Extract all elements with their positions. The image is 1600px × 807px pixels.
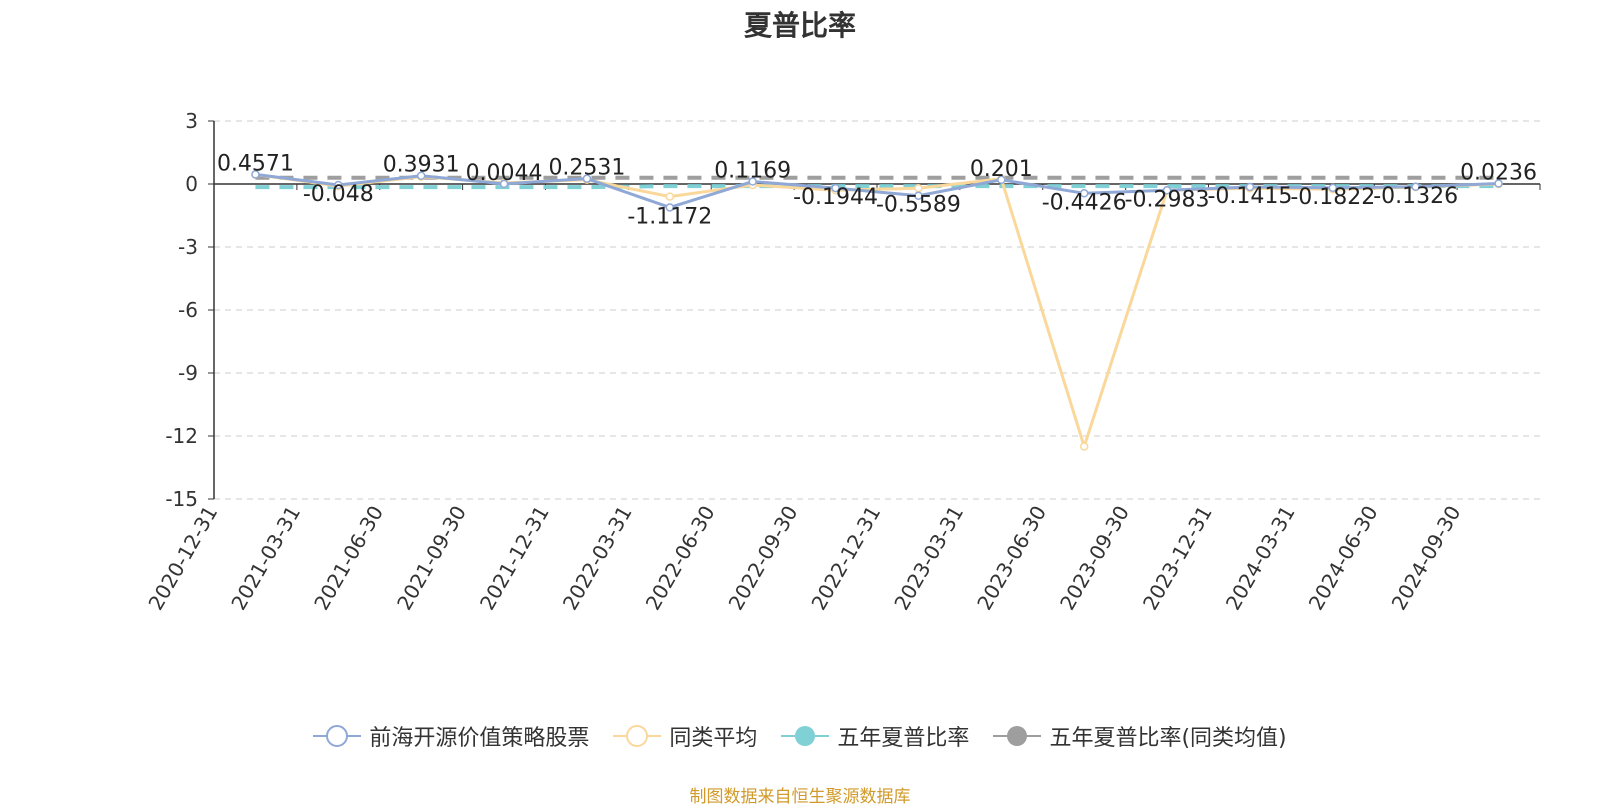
data-point (831, 183, 840, 193)
legend-line-open-circle-icon (313, 725, 362, 747)
data-point (1079, 442, 1089, 451)
data-point (1494, 179, 1503, 188)
data-label: 0.2531 (548, 156, 625, 181)
x-tick-label: 2023-03-31 (889, 502, 968, 615)
x-tick-label: 2023-06-30 (972, 502, 1051, 615)
y-tick-label: -3 (178, 235, 198, 259)
legend-label-avg: 同类平均 (669, 726, 758, 751)
x-tick-label: 2024-06-30 (1304, 502, 1383, 615)
data-label: -0.1944 (793, 185, 878, 210)
legend-label-fund: 前海开源价值策略股票 (369, 726, 590, 751)
legend-item-five-year[interactable]: 五年夏普比率 (781, 720, 969, 752)
data-label: -0.2983 (1125, 187, 1210, 212)
data-label: 0.3931 (383, 153, 460, 178)
x-tick-label: 2021-03-31 (226, 502, 305, 615)
series-line (255, 172, 1499, 210)
x-tick-label: 2021-06-30 (309, 502, 388, 615)
data-label: -1.1172 (627, 204, 712, 229)
legend-line-filled-circle-icon (781, 726, 830, 746)
data-point (1162, 186, 1172, 195)
data-label: -0.1415 (1207, 184, 1292, 209)
data-label: -0.048 (303, 182, 374, 207)
data-label: -0.1326 (1373, 184, 1458, 209)
data-point (251, 170, 260, 179)
x-tick-label: 2022-03-31 (558, 502, 637, 615)
data-point (334, 180, 343, 190)
y-tick-label: -12 (165, 424, 198, 448)
data-point (997, 175, 1006, 185)
data-label: -0.4426 (1042, 190, 1127, 215)
data-label: -0.5589 (876, 193, 961, 218)
data-point (665, 203, 675, 212)
x-tick-label: 2022-06-30 (641, 502, 720, 615)
data-point (416, 171, 426, 180)
legend-item-five-year-avg[interactable]: 五年夏普比率(同类均值) (993, 720, 1287, 752)
x-tick-label: 2024-09-30 (1387, 502, 1466, 615)
chart-title: 夏普比率 (743, 9, 856, 42)
data-point (1245, 182, 1255, 192)
x-tick-label: 2022-12-31 (806, 502, 885, 615)
data-label: -0.1822 (1290, 185, 1375, 210)
y-tick-label: 3 (185, 109, 198, 133)
legend-item-avg[interactable]: 同类平均 (613, 720, 757, 752)
legend-item-fund[interactable]: 前海开源价值策略股票 (313, 720, 589, 752)
x-tick-label: 2023-09-30 (1055, 502, 1134, 615)
data-point (748, 177, 757, 186)
data-label: 0.4571 (217, 151, 294, 176)
x-tick-label: 2021-12-31 (475, 502, 554, 615)
x-tick-label: 2024-03-31 (1221, 502, 1300, 615)
x-tick-label: 2020-12-31 (143, 502, 222, 615)
data-point (665, 192, 675, 201)
data-point (914, 191, 923, 200)
data-point (1079, 189, 1089, 198)
data-point (1328, 183, 1338, 193)
source-note: 制图数据来自恒生聚源数据库 (689, 787, 911, 807)
data-label: 0.0236 (1460, 161, 1537, 186)
x-tick-label: 2023-12-31 (1138, 502, 1217, 615)
data-point (582, 174, 592, 183)
x-tick-label: 2022-09-30 (724, 502, 803, 615)
chart-legend: 前海开源价值策略股票 同类平均 五年夏普比率 五年夏普比率(同类均值) (0, 720, 1600, 752)
y-tick-label: -15 (165, 487, 198, 511)
data-point (1411, 182, 1420, 192)
y-tick-label: -9 (178, 361, 198, 385)
x-tick-label: 2021-09-30 (392, 502, 471, 615)
legend-label-five-year-avg: 五年夏普比率(同类均值) (1049, 726, 1287, 751)
data-label: 0.0044 (466, 161, 543, 186)
legend-label-five-year: 五年夏普比率 (837, 726, 970, 751)
y-tick-label: -6 (178, 298, 198, 322)
legend-line-open-circle-icon (613, 725, 662, 747)
data-label: 0.1169 (714, 159, 791, 184)
data-point (914, 183, 923, 193)
data-label: 0.201 (970, 157, 1033, 182)
y-tick-label: 0 (185, 172, 198, 196)
data-point (499, 179, 509, 189)
legend-line-filled-circle-icon (993, 726, 1042, 746)
